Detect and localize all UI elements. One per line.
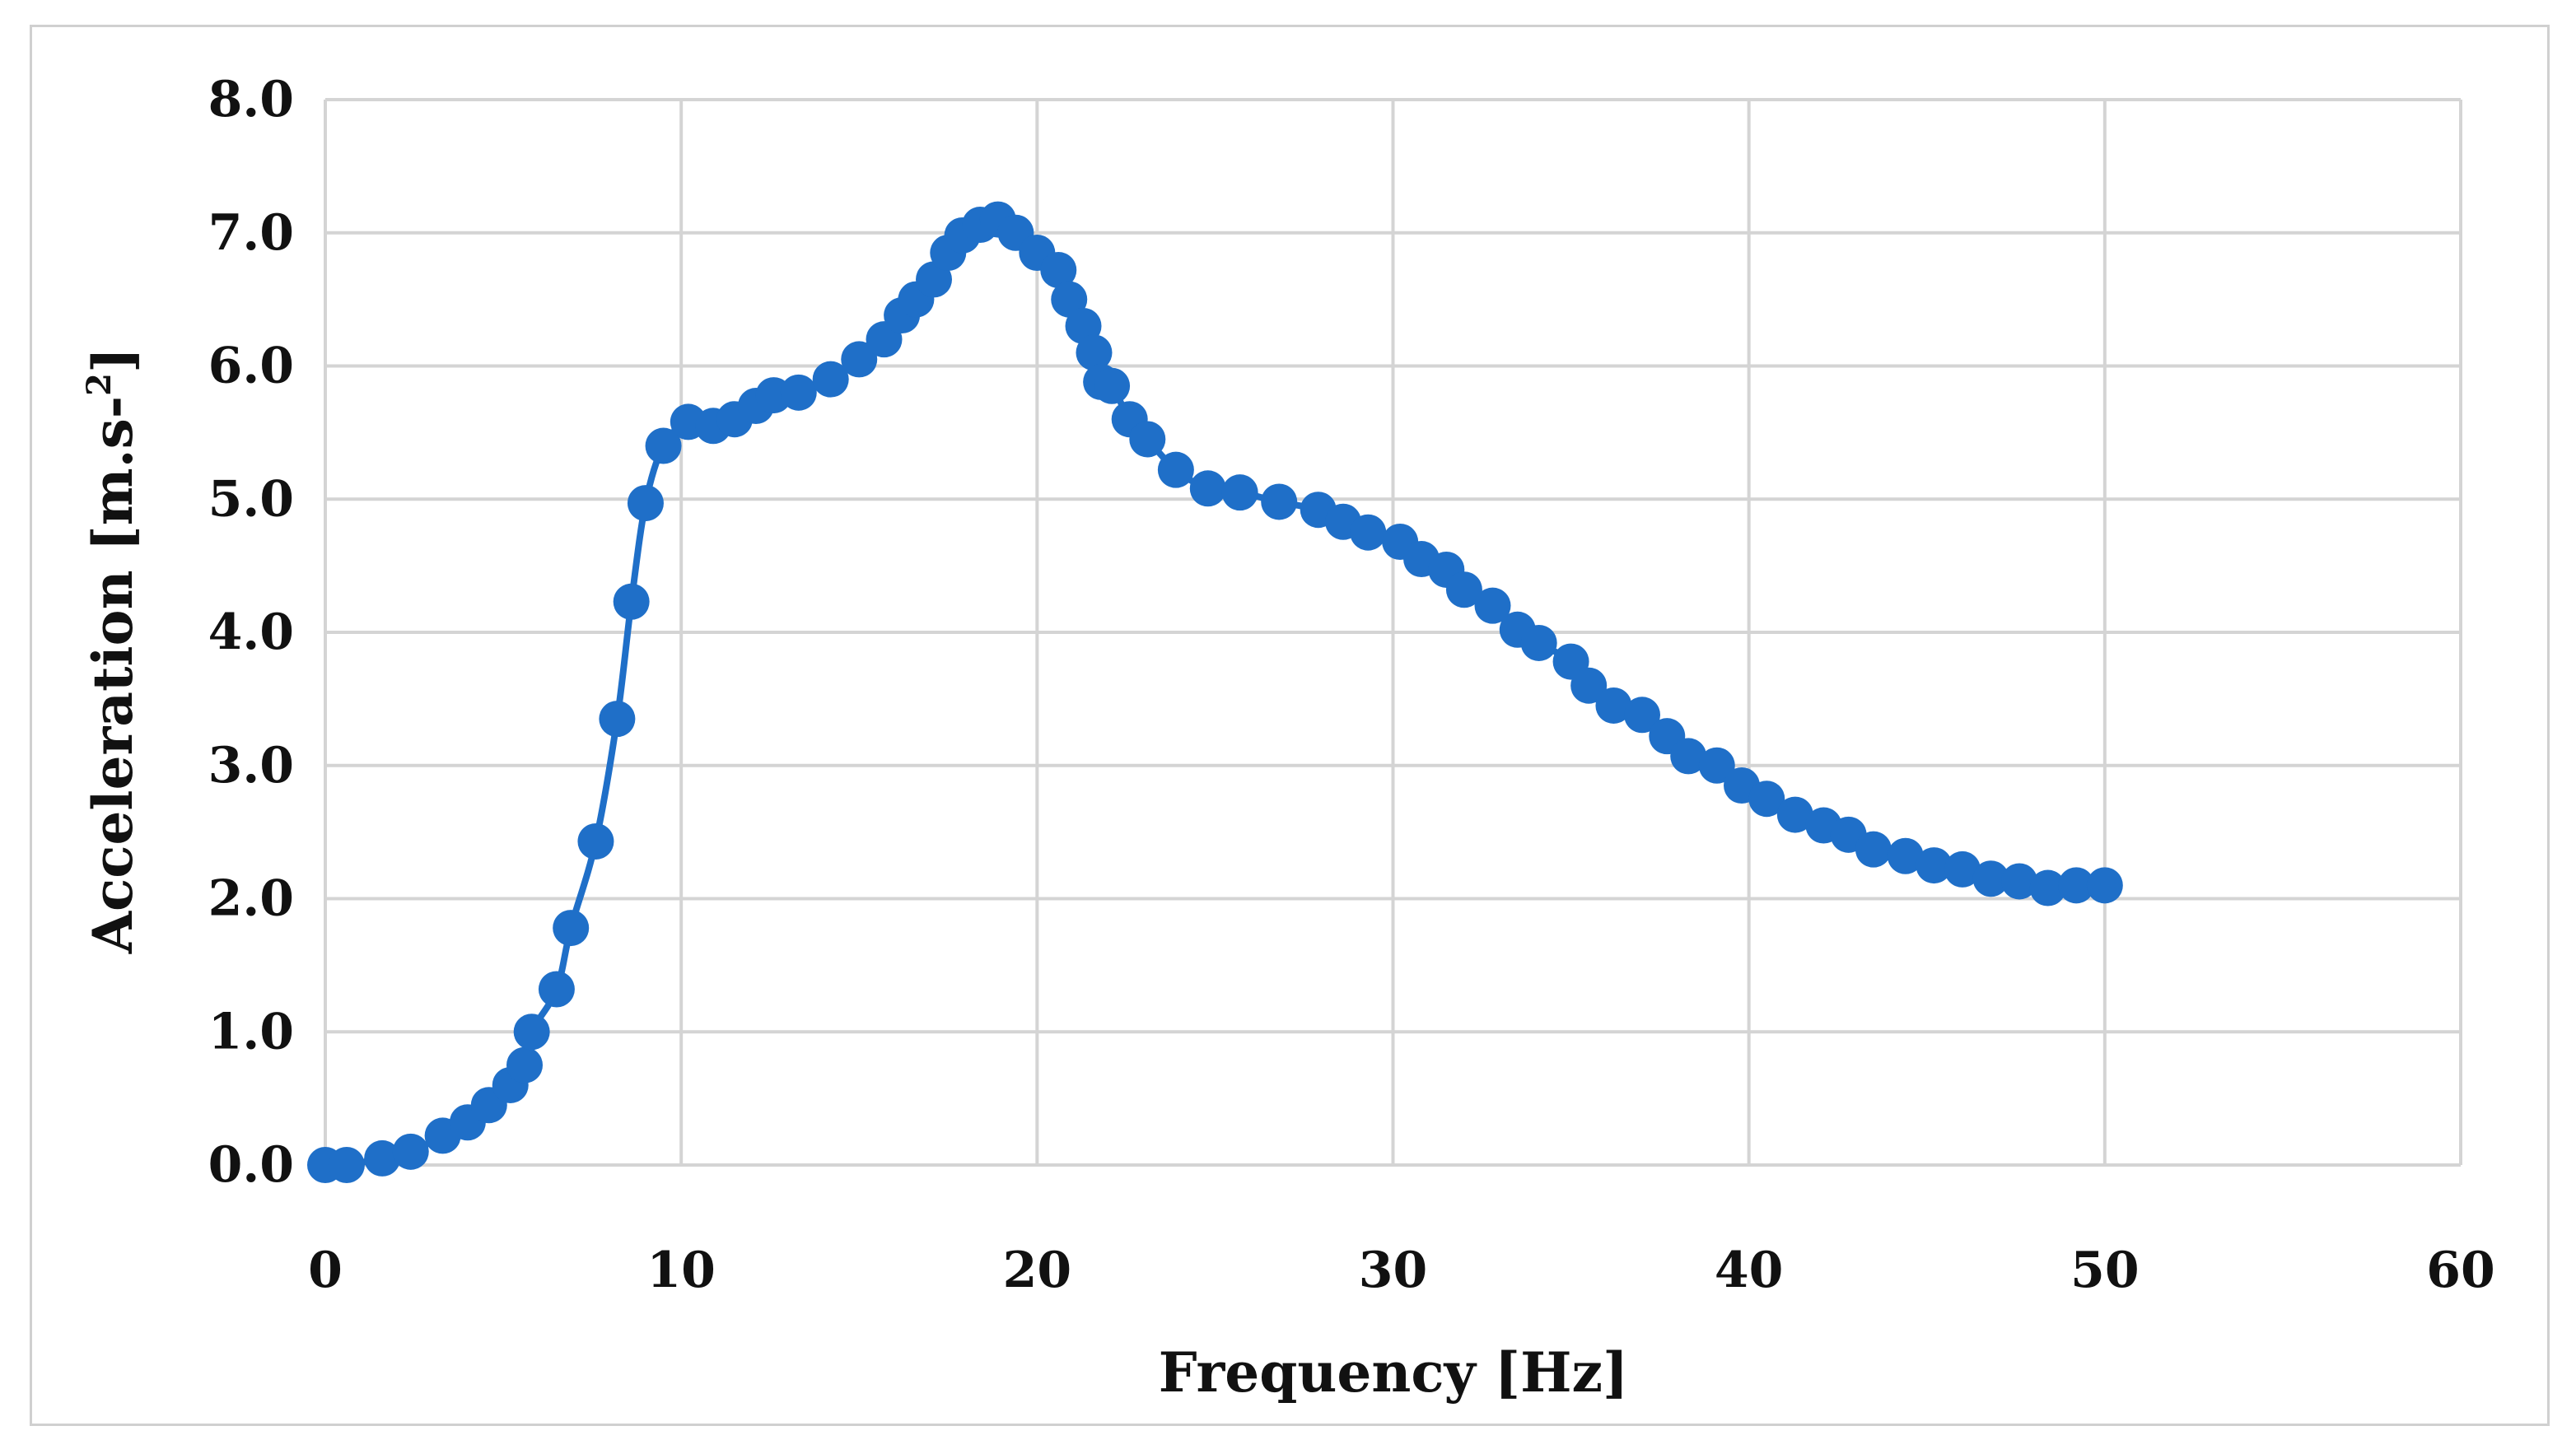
- data-point: [1474, 587, 1511, 624]
- series-line: [324, 216, 2105, 1169]
- x-axis-tick-labels: 0 10 20 30 40 50 60: [308, 1242, 2495, 1299]
- x-tick-label: 30: [1359, 1242, 1428, 1299]
- data-point: [812, 361, 849, 398]
- y-axis-title-close: ]: [81, 347, 145, 373]
- y-tick-label: 3.0: [208, 737, 294, 795]
- y-axis-title-superscript: 2: [80, 373, 119, 396]
- x-tick-label: 0: [308, 1242, 343, 1299]
- data-point: [1776, 796, 1813, 833]
- data-point: [513, 1014, 550, 1051]
- x-axis-title: Frequency [Hz]: [1159, 1340, 1628, 1405]
- data-point: [1261, 483, 1298, 520]
- y-tick-label: 2.0: [208, 870, 294, 928]
- y-tick-label: 4.0: [208, 603, 294, 661]
- data-point: [613, 583, 650, 620]
- data-point: [364, 1139, 401, 1177]
- data-point: [1944, 850, 1981, 888]
- data-point: [1051, 281, 1088, 318]
- x-tick-label: 50: [2070, 1242, 2140, 1299]
- y-tick-label: 1.0: [208, 1003, 294, 1060]
- y-tick-label: 7.0: [208, 204, 294, 262]
- series-layer: [307, 201, 2123, 1183]
- x-tick-label: 60: [2426, 1242, 2495, 1299]
- data-point: [1094, 367, 1131, 404]
- data-point: [392, 1133, 429, 1170]
- data-point: [916, 261, 953, 298]
- data-point: [645, 427, 682, 464]
- data-point: [328, 1147, 365, 1183]
- x-tick-label: 20: [1003, 1242, 1072, 1299]
- data-point: [2086, 867, 2123, 904]
- data-point: [506, 1046, 544, 1083]
- data-point: [1916, 847, 1953, 884]
- data-point: [553, 910, 590, 947]
- y-tick-label: 8.0: [208, 71, 294, 128]
- data-point: [1570, 667, 1608, 704]
- data-point: [538, 971, 575, 1008]
- y-axis-tick-labels: 0.0 1.0 2.0 3.0 4.0 5.0 6.0 7.0 8.0: [208, 71, 294, 1194]
- data-point: [780, 374, 817, 411]
- data-point: [841, 341, 878, 378]
- data-point: [1972, 860, 2009, 897]
- data-point: [1624, 697, 1661, 734]
- y-tick-label: 6.0: [208, 338, 294, 395]
- grid-lines: [324, 98, 2462, 1167]
- data-point: [1698, 747, 1735, 784]
- x-tick-label: 40: [1715, 1242, 1784, 1299]
- y-tick-label: 0.0: [208, 1136, 294, 1194]
- y-tick-label: 5.0: [208, 470, 294, 528]
- data-point: [1076, 334, 1113, 371]
- data-point: [577, 823, 614, 860]
- data-point: [1595, 687, 1632, 724]
- x-tick-label: 10: [646, 1242, 716, 1299]
- data-point: [1350, 514, 1387, 551]
- data-point: [1748, 781, 1785, 818]
- data-point: [1520, 624, 1557, 661]
- data-point: [2029, 869, 2066, 906]
- data-point: [2001, 863, 2038, 900]
- data-point: [2058, 867, 2095, 904]
- data-point: [1129, 421, 1166, 458]
- data-point: [1445, 571, 1482, 608]
- y-axis-title: Acceleration [m.s-2]: [80, 347, 145, 954]
- data-point: [1855, 831, 1892, 868]
- data-point: [1670, 738, 1707, 775]
- data-point: [1221, 474, 1258, 511]
- data-point: [1157, 451, 1194, 488]
- data-point: [1189, 470, 1226, 507]
- data-point: [1887, 837, 1924, 874]
- chart-frame: [30, 25, 2550, 1426]
- data-point: [599, 701, 636, 738]
- data-point: [1040, 252, 1077, 289]
- y-axis-title-main: Acceleration [m.s-: [81, 396, 145, 954]
- data-point: [627, 485, 664, 522]
